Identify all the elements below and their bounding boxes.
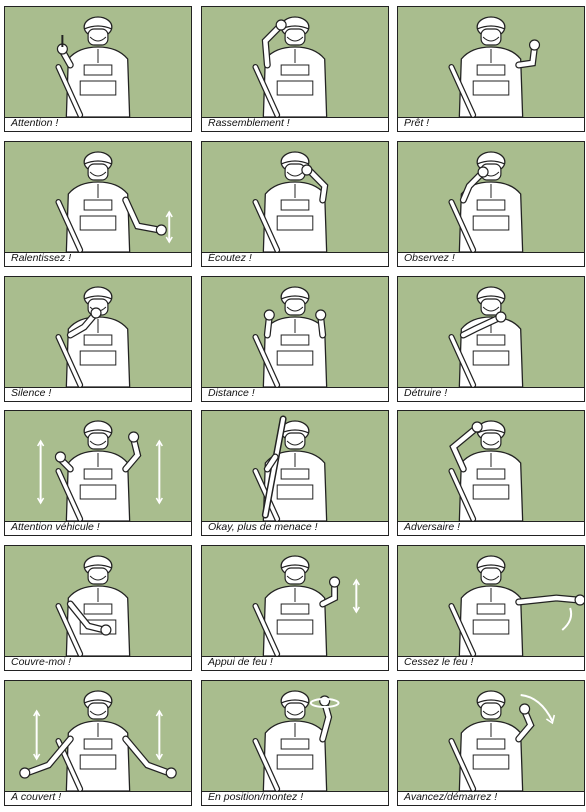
signal-caption: Détruire ! <box>404 387 448 399</box>
soldier-hand-across-throat-icon <box>398 277 584 388</box>
soldier-finger-on-lips-icon <box>5 277 191 388</box>
signal-panel: Avancez/démarrez ! <box>397 680 585 806</box>
soldier-rifle-raised-icon <box>202 411 388 522</box>
signal-panel: Okay, plus de menace ! <box>201 410 389 536</box>
signal-panel: Observez ! <box>397 141 585 267</box>
soldier-hand-to-eyes-icon <box>398 142 584 253</box>
signal-panel: Ralentissez ! <box>4 141 192 267</box>
signal-caption: Ralentissez ! <box>11 252 72 264</box>
signal-caption: Appui de feu ! <box>208 656 273 668</box>
signal-caption: Adversaire ! <box>404 521 461 533</box>
signal-caption: Écoutez ! <box>208 252 252 264</box>
signal-panel: Adversaire ! <box>397 410 585 536</box>
soldier-arm-pointing-down-icon <box>5 142 191 253</box>
soldier-fist-raised-icon <box>398 7 584 118</box>
signal-panel: Rassemblement ! <box>201 6 389 132</box>
signal-caption: Rassemblement ! <box>208 117 290 129</box>
soldier-hand-on-helmet-icon <box>202 7 388 118</box>
signal-caption: Silence ! <box>11 387 52 399</box>
signal-panel: Détruire ! <box>397 276 585 402</box>
signal-panel: Prêt ! <box>397 6 585 132</box>
signal-panel: Appui de feu ! <box>201 545 389 671</box>
signal-panel: À couvert ! <box>4 680 192 806</box>
soldier-fist-circling-icon <box>202 681 388 792</box>
soldier-hand-to-ear-icon <box>202 142 388 253</box>
signal-panel: Couvre-moi ! <box>4 545 192 671</box>
soldier-hand-on-rifle-icon <box>5 546 191 657</box>
soldier-fists-pumping-icon <box>5 411 191 522</box>
signal-panel: Attention véhicule ! <box>4 410 192 536</box>
signal-caption: Attention ! <box>11 117 59 129</box>
signal-panel: Cessez le feu ! <box>397 545 585 671</box>
signal-caption: Attention véhicule ! <box>11 521 100 533</box>
signal-panel: Attention ! <box>4 6 192 132</box>
soldier-index-finger-raised-icon <box>5 7 191 118</box>
signal-caption: Observez ! <box>404 252 455 264</box>
soldier-two-hands-raised-icon <box>202 277 388 388</box>
signal-caption: En position/montez ! <box>208 791 304 803</box>
signal-caption: Couvre-moi ! <box>11 656 72 668</box>
signal-caption: Prêt ! <box>404 117 430 129</box>
signal-caption: À couvert ! <box>11 791 62 803</box>
signal-panel: Silence ! <box>4 276 192 402</box>
signal-caption: Avancez/démarrez ! <box>404 791 498 803</box>
signal-panel: Écoutez ! <box>201 141 389 267</box>
signal-panel: En position/montez ! <box>201 680 389 806</box>
signal-caption: Cessez le feu ! <box>404 656 474 668</box>
signal-panel: Distance ! <box>201 276 389 402</box>
soldier-fist-up-down-icon <box>202 546 388 657</box>
signal-caption: Okay, plus de menace ! <box>208 521 318 533</box>
soldier-arm-swinging-forward-icon <box>398 681 584 792</box>
signal-caption: Distance ! <box>208 387 255 399</box>
soldier-thumb-down-over-head-icon <box>398 411 584 522</box>
soldier-arms-spread-down-icon <box>5 681 191 792</box>
soldier-arm-waving-horizontal-icon <box>398 546 584 657</box>
